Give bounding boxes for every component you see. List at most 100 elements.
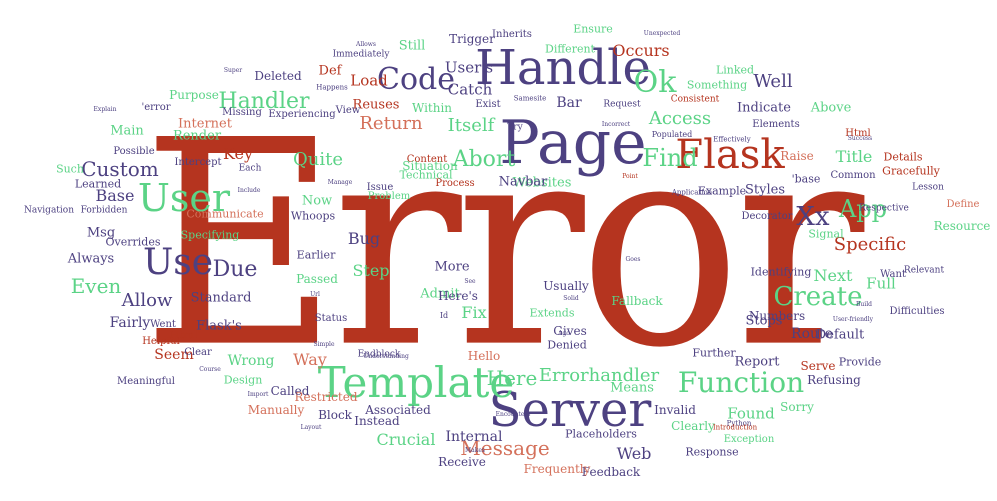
cloud-word-occurs: Occurs	[612, 41, 670, 60]
cloud-word-content: Content	[406, 154, 448, 165]
cloud-word-called: Called	[270, 384, 310, 398]
cloud-word-error: Error	[141, 79, 865, 410]
cloud-word-main: Main	[110, 123, 144, 139]
cloud-word-try: Try	[507, 122, 523, 133]
cloud-word-exception: Exception	[723, 434, 775, 445]
cloud-word-route: Route	[791, 326, 833, 342]
cloud-word-example: Example	[697, 184, 747, 198]
cloud-word-render: Render	[172, 128, 222, 144]
cloud-word-feedback: Feedback	[581, 465, 641, 479]
cloud-word-here-s: Here's	[438, 289, 478, 303]
cloud-word-populated: Populated	[651, 130, 693, 139]
cloud-word-web: Web	[616, 444, 652, 463]
cloud-word-helpful: Helpful	[142, 336, 180, 347]
cloud-word-went: Went	[150, 319, 176, 330]
cloud-word-restricted: Restricted	[294, 390, 358, 404]
cloud-word-way: Way	[293, 350, 327, 369]
cloud-word-point: Point	[622, 173, 638, 180]
cloud-word-specific: Specific	[833, 234, 907, 255]
cloud-word-extends: Extends	[529, 306, 575, 320]
cloud-word-seem: Seem	[154, 347, 194, 363]
cloud-word-details: Details	[883, 150, 923, 164]
cloud-word-difficulties: Difficulties	[889, 306, 945, 317]
cloud-word-trigger: Trigger	[449, 32, 495, 46]
cloud-word-python: Python	[726, 419, 752, 428]
cloud-word-experiencing: Experiencing	[268, 109, 336, 120]
cloud-word-usually: Usually	[543, 279, 589, 293]
cloud-word-meaningful: Meaningful	[117, 376, 175, 387]
cloud-word-decorator: Decorator	[741, 211, 793, 222]
cloud-word-deleted: Deleted	[254, 69, 302, 83]
cloud-word-fallback: Fallback	[611, 294, 663, 308]
cloud-word-communicate: Communicate	[186, 207, 264, 221]
cloud-word-key: Key	[222, 144, 254, 163]
cloud-word-return: Return	[359, 113, 423, 134]
cloud-word-ensure: Ensure	[573, 22, 613, 36]
cloud-word-numbers: Numbers	[748, 309, 806, 323]
cloud-word-super: Super	[223, 67, 243, 74]
cloud-word-use: Use	[142, 242, 214, 283]
cloud-word-identifying: Identifying	[750, 265, 812, 279]
cloud-word-user: User	[137, 176, 231, 220]
cloud-word-immediately: Immediately	[332, 49, 390, 60]
cloud-word-ok: Ok	[633, 65, 677, 100]
cloud-word-stops: Stops	[745, 313, 783, 329]
cloud-word-here: Here	[486, 366, 538, 390]
cloud-word-intercept: Intercept	[174, 157, 222, 168]
cloud-word-solid: Solid	[563, 295, 579, 302]
cloud-word-indicate: Indicate	[737, 100, 791, 116]
cloud-word-frequently: Frequently	[523, 462, 591, 476]
cloud-word-purpose: Purpose	[169, 88, 219, 102]
cloud-word-success: Success	[847, 135, 873, 142]
cloud-word-overrides: Overrides	[105, 235, 161, 249]
cloud-word-server: Server	[488, 382, 652, 438]
cloud-word-handler: Handler	[218, 89, 310, 114]
cloud-word-layout: Layout	[300, 424, 322, 431]
cloud-word-template: Template	[317, 358, 515, 407]
cloud-word-next: Next	[813, 266, 853, 285]
cloud-word-issue: Issue	[366, 182, 394, 193]
cloud-word-passed: Passed	[296, 272, 338, 286]
cloud-word-navigation: Navigation	[23, 205, 75, 216]
cloud-word-above: Above	[810, 100, 852, 116]
cloud-word-process: Process	[435, 178, 475, 189]
cloud-word-import: Import	[247, 391, 269, 398]
cloud-word-handle: Handle	[475, 40, 651, 96]
cloud-word-errorhandler: Errorhandler	[538, 365, 660, 386]
cloud-word-bar: Bar	[556, 95, 582, 111]
cloud-word-see: See	[464, 278, 476, 285]
cloud-word-something: Something	[686, 78, 748, 92]
cloud-word-unexpected: Unexpected	[643, 30, 681, 37]
cloud-word-relevant: Relevant	[903, 265, 945, 276]
cloud-word-standard: Standard	[190, 290, 252, 306]
cloud-word-course: Course	[199, 366, 221, 373]
cloud-word-internal: Internal	[445, 429, 503, 445]
cloud-word-html: Html	[845, 128, 871, 139]
cloud-word-response: Response	[685, 445, 739, 459]
cloud-word-goes: Goes	[625, 256, 641, 263]
cloud-word-html: Html'	[169, 328, 201, 342]
cloud-word-situation: Situation	[402, 159, 458, 173]
cloud-word-endblock: Endblock	[357, 349, 401, 360]
cloud-word-consistent: Consistent	[670, 94, 720, 105]
cloud-word-always: Always	[67, 251, 115, 267]
cloud-word-earlier: Earlier	[296, 248, 336, 262]
cloud-word-possible: Possible	[113, 146, 155, 157]
cloud-word-instead: Instead	[354, 414, 400, 428]
cloud-word-error: 'error	[141, 102, 171, 113]
cloud-word-access: Access	[648, 108, 712, 129]
cloud-word-provide: Provide	[838, 355, 882, 369]
cloud-word-create: Create	[773, 282, 863, 312]
cloud-word-makes: Makes	[465, 447, 485, 454]
cloud-word-hello: Hello	[467, 349, 501, 363]
cloud-word-xx: Xx	[796, 202, 830, 232]
cloud-word-fairly: Fairly	[109, 315, 151, 331]
cloud-word-reuses: Reuses	[352, 97, 400, 113]
cloud-word-clear: Clear	[184, 347, 212, 358]
cloud-word-missing: Missing	[222, 107, 262, 118]
cloud-word-flask: Flask	[675, 132, 785, 178]
cloud-word-found: Found	[727, 404, 775, 423]
cloud-word-raise: Raise	[780, 149, 814, 163]
cloud-word-introduction: Introduction	[712, 423, 758, 432]
cloud-word-bug: Bug	[347, 229, 381, 248]
